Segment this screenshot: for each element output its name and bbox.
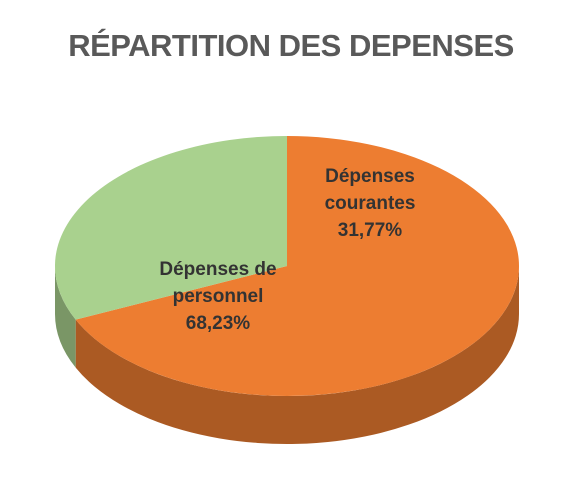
category-label: Dépenses de personnel <box>159 259 277 307</box>
value-label: 31,77% <box>337 220 403 241</box>
value-label: 68,23% <box>185 313 251 334</box>
slice <box>54 136 287 320</box>
category-label: Dépenses courantes <box>324 166 416 214</box>
chart-title: RÉPARTITION DES DEPENSES <box>68 28 514 63</box>
slice-side <box>55 266 76 368</box>
slice-side <box>75 266 520 444</box>
slice <box>75 136 520 396</box>
